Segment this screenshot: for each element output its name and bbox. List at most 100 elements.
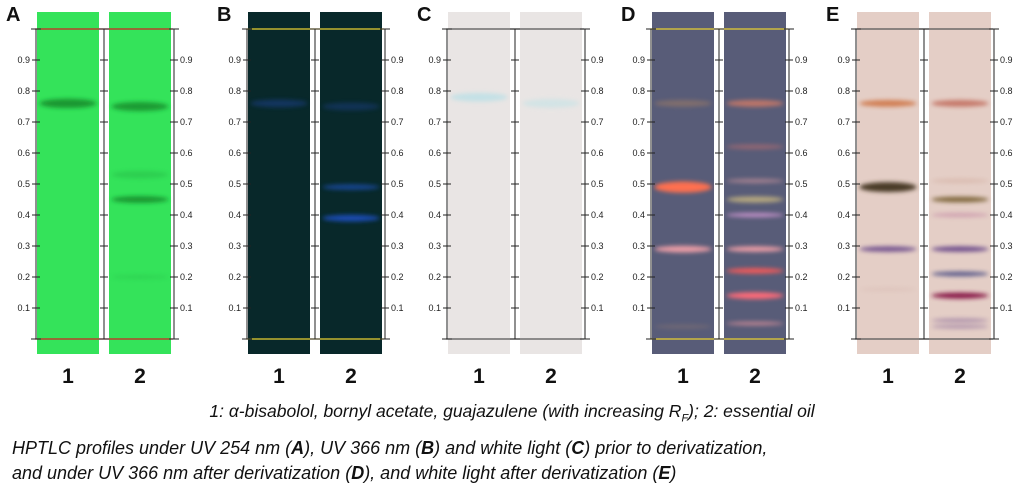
rf-tick-label: 0.7	[180, 117, 193, 127]
rf-tick-label: 0.1	[391, 303, 404, 313]
panel-letter: C	[417, 4, 432, 26]
rf-tick-label: 0.5	[1000, 179, 1013, 189]
rf-scale: 0.1 0.2 0.3 0.4 0.5 0.6 0.7 0.8 0.9	[989, 28, 1013, 340]
rf-tick-label: 0.8	[228, 86, 241, 96]
rf-tick-label: 0.4	[591, 210, 604, 220]
lane-number: 1	[273, 365, 285, 388]
rf-scale: 0.1 0.2 0.3 0.4 0.5 0.6 0.7 0.8 0.9	[380, 28, 404, 340]
rf-tick-label: 0.6	[837, 148, 850, 158]
rf-scale	[99, 28, 109, 340]
band	[654, 324, 712, 329]
rf-scale: 0.1 0.2 0.3 0.4 0.5 0.6 0.7 0.8 0.9	[428, 28, 452, 340]
band	[654, 245, 712, 253]
rf-tick-label: 0.1	[632, 303, 645, 313]
rf-tick-label: 0.7	[391, 117, 404, 127]
rf-tick-label: 0.7	[591, 117, 604, 127]
legend-text-end: ); 2: essential oil	[688, 401, 815, 421]
rf-tick-label: 0.6	[428, 148, 441, 158]
rf-tick-label: 0.8	[837, 86, 850, 96]
rf-tick-label: 0.8	[391, 86, 404, 96]
band	[859, 99, 917, 107]
rf-tick-label: 0.1	[1000, 303, 1013, 313]
rf-scale	[310, 28, 320, 340]
rf-tick-label: 0.2	[795, 272, 808, 282]
figure-caption: HPTLC profiles under UV 254 nm (A), UV 3…	[12, 436, 1017, 486]
rf-tick-label: 0.2	[228, 272, 241, 282]
rf-tick-label: 0.9	[391, 55, 404, 65]
rf-tick-label: 0.2	[180, 272, 193, 282]
band	[726, 99, 784, 107]
rf-tick-label: 0.9	[17, 55, 30, 65]
rf-tick-label: 0.7	[1000, 117, 1013, 127]
rf-tick-label: 0.6	[632, 148, 645, 158]
rf-tick-label: 0.7	[795, 117, 808, 127]
rf-scale: 0.1 0.2 0.3 0.4 0.5 0.6 0.7 0.8 0.9	[228, 28, 252, 340]
panel-c: 0.10.20.30.40.50.60.70.80.9 0.1 0.2 0.3 0.4 0…	[428, 12, 604, 354]
rf-tick-label: 0.8	[795, 86, 808, 96]
band	[654, 99, 712, 107]
rf-scale	[919, 28, 929, 340]
caption-text: ) and white light (	[434, 438, 572, 458]
caption-text: ) prior to derivatization,	[584, 438, 768, 458]
rf-tick-label: 0.4	[17, 210, 30, 220]
rf-tick-label: 0.2	[591, 272, 604, 282]
rf-scale: 0.1 0.2 0.3 0.4 0.5 0.6 0.7 0.8 0.9	[580, 28, 604, 340]
lane-number: 2	[545, 365, 557, 388]
caption-text: ), UV 366 nm (	[304, 438, 422, 458]
band	[726, 268, 784, 274]
band	[111, 170, 169, 179]
lane-legend: 1: α-bisabolol, bornyl acetate, guajazul…	[0, 401, 1024, 425]
rf-tick-label: 0.5	[837, 179, 850, 189]
plate-lane	[320, 12, 382, 354]
plate-lane	[109, 12, 171, 354]
rf-scale: 0.1 0.2 0.3 0.4 0.5 0.6 0.7 0.8 0.9	[169, 28, 193, 340]
band	[726, 212, 784, 218]
rf-tick-label: 0.6	[795, 148, 808, 158]
rf-tick-label: 0.3	[180, 241, 193, 251]
rf-tick-label: 0.6	[1000, 148, 1013, 158]
rf-tick-label: 0.8	[591, 86, 604, 96]
band	[931, 246, 989, 252]
rf-tick-label: 0.4	[228, 210, 241, 220]
band	[111, 274, 169, 280]
band	[931, 292, 989, 299]
rf-tick-label: 0.8	[632, 86, 645, 96]
rf-tick-label: 0.3	[591, 241, 604, 251]
band	[859, 182, 917, 193]
panel-letter: A	[6, 4, 21, 26]
band	[931, 318, 989, 323]
lane-number: 2	[134, 365, 146, 388]
plate-lane	[520, 12, 582, 354]
caption-letter-a: A	[291, 438, 305, 458]
band	[931, 178, 989, 184]
lane-number: 1	[62, 365, 74, 388]
rf-tick-label: 0.2	[428, 272, 441, 282]
rf-tick-label: 0.7	[632, 117, 645, 127]
caption-letter-c: C	[571, 438, 585, 458]
rf-tick-label: 0.1	[228, 303, 241, 313]
rf-tick-label: 0.1	[591, 303, 604, 313]
rf-tick-label: 0.8	[1000, 86, 1013, 96]
band	[931, 324, 989, 329]
panel-letter: E	[826, 4, 840, 26]
rf-scale: 0.1 0.2 0.3 0.4 0.5 0.6 0.7 0.8 0.9	[632, 28, 656, 340]
rf-tick-label: 0.2	[632, 272, 645, 282]
rf-tick-label: 0.6	[17, 148, 30, 158]
rf-tick-label: 0.3	[1000, 241, 1013, 251]
band	[931, 99, 989, 107]
caption-text: HPTLC profiles under UV 254 nm (	[12, 438, 292, 458]
lane-number: 2	[345, 365, 357, 388]
rf-tick-label: 0.5	[391, 179, 404, 189]
rf-tick-label: 0.4	[391, 210, 404, 220]
rf-scale: 0.1 0.2 0.3 0.4 0.5 0.6 0.7 0.8 0.9	[17, 28, 41, 340]
rf-tick-label: 0.8	[180, 86, 193, 96]
rf-tick-label: 0.1	[795, 303, 808, 313]
rf-tick-label: 0.5	[591, 179, 604, 189]
plate-lane	[248, 12, 310, 354]
panel-d: 0.10.20.30.40.50.60.70.80.90.10.20.30.40…	[632, 12, 808, 354]
caption-letter-d: D	[351, 463, 365, 483]
band	[450, 92, 508, 102]
band	[726, 144, 784, 150]
rf-tick-label: 0.3	[837, 241, 850, 251]
band	[931, 212, 989, 218]
